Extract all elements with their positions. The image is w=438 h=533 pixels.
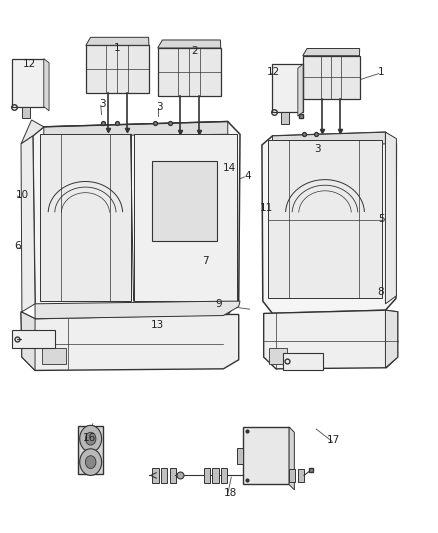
Polygon shape — [303, 49, 360, 56]
Polygon shape — [134, 134, 237, 301]
Text: 3: 3 — [156, 102, 163, 111]
Text: 16: 16 — [83, 433, 96, 443]
Text: 6: 6 — [14, 241, 21, 251]
Circle shape — [85, 432, 96, 445]
Polygon shape — [33, 122, 240, 319]
Polygon shape — [289, 427, 294, 490]
Polygon shape — [21, 312, 35, 370]
Polygon shape — [221, 468, 227, 483]
Polygon shape — [152, 468, 159, 483]
Circle shape — [85, 456, 96, 469]
Polygon shape — [385, 310, 398, 368]
Polygon shape — [212, 468, 219, 483]
Polygon shape — [158, 40, 221, 48]
Polygon shape — [86, 37, 149, 45]
Text: 18: 18 — [223, 488, 237, 498]
Text: 4: 4 — [244, 171, 251, 181]
Circle shape — [80, 449, 102, 475]
Text: 1: 1 — [114, 43, 121, 53]
Text: 9: 9 — [215, 299, 223, 309]
Text: 12: 12 — [267, 67, 280, 77]
Polygon shape — [152, 161, 217, 241]
Polygon shape — [385, 132, 396, 304]
Polygon shape — [289, 469, 295, 482]
Polygon shape — [12, 330, 55, 348]
Text: 5: 5 — [378, 214, 385, 223]
Text: 14: 14 — [223, 163, 236, 173]
Text: 8: 8 — [378, 287, 385, 297]
Polygon shape — [262, 132, 396, 313]
Polygon shape — [78, 426, 103, 474]
Polygon shape — [21, 136, 35, 312]
Polygon shape — [243, 427, 289, 484]
Polygon shape — [170, 468, 176, 483]
Text: 13: 13 — [151, 320, 164, 330]
Polygon shape — [264, 310, 398, 369]
Text: 11: 11 — [260, 203, 273, 213]
Polygon shape — [35, 301, 240, 319]
Text: 7: 7 — [201, 256, 208, 266]
Polygon shape — [40, 134, 131, 301]
Polygon shape — [272, 64, 303, 112]
Polygon shape — [269, 348, 287, 364]
Text: 2: 2 — [191, 46, 198, 55]
Polygon shape — [272, 132, 385, 145]
Polygon shape — [161, 468, 167, 483]
Polygon shape — [283, 353, 323, 370]
Text: 12: 12 — [23, 59, 36, 69]
Text: 3: 3 — [314, 144, 321, 154]
Polygon shape — [303, 56, 360, 99]
Text: 1: 1 — [378, 67, 385, 77]
Polygon shape — [268, 140, 382, 298]
Polygon shape — [281, 112, 289, 124]
Polygon shape — [21, 120, 44, 144]
Polygon shape — [44, 59, 49, 111]
Polygon shape — [204, 468, 210, 483]
Polygon shape — [21, 312, 239, 370]
Polygon shape — [158, 48, 221, 96]
Polygon shape — [12, 59, 44, 107]
Circle shape — [80, 425, 102, 452]
Polygon shape — [298, 64, 303, 116]
Polygon shape — [42, 348, 66, 364]
Polygon shape — [86, 45, 149, 93]
Text: 10: 10 — [16, 190, 29, 199]
Polygon shape — [237, 448, 243, 464]
Polygon shape — [44, 122, 228, 136]
Polygon shape — [298, 469, 304, 482]
Polygon shape — [22, 107, 30, 118]
Text: 17: 17 — [327, 435, 340, 445]
Text: 3: 3 — [99, 99, 106, 109]
